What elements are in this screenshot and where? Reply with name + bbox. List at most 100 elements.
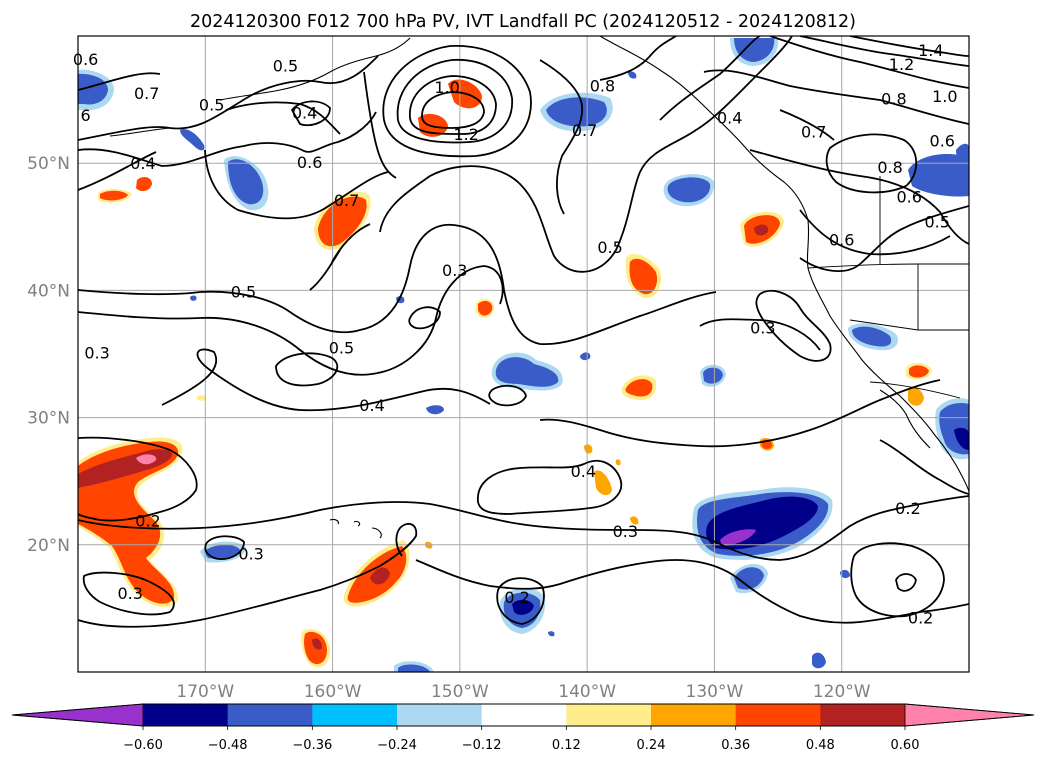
shade-negative — [720, 529, 756, 546]
lon-tick-label: 130°W — [686, 682, 744, 702]
contour-label: 1.0 — [932, 87, 957, 106]
colorbar-tick-label: −0.48 — [208, 738, 248, 753]
shade-negative — [180, 128, 205, 151]
shade-negative — [954, 427, 969, 450]
lat-tick-label: 30°N — [27, 409, 70, 429]
colorbar-tick-label: −0.24 — [377, 738, 417, 753]
shade-negative — [812, 652, 826, 669]
contour-label: 0.2 — [504, 588, 529, 607]
colorbar-tick-label: 0.36 — [721, 738, 750, 753]
shade-negative — [228, 159, 264, 205]
shade-positive — [136, 454, 157, 465]
contour-label: 0.2 — [908, 608, 933, 627]
colorbar-tick-label: 0.12 — [552, 738, 581, 753]
shade-positive — [584, 444, 593, 454]
contour-label: 0.8 — [881, 89, 906, 108]
shade-negative — [512, 599, 534, 615]
graticule — [78, 36, 969, 672]
shade-negative — [548, 631, 555, 637]
contour-label: 0.3 — [750, 318, 775, 337]
colorbar-tick-label: 0.60 — [891, 738, 920, 753]
contour-label: 0.8 — [590, 77, 615, 96]
contour-label: 0.4 — [130, 154, 155, 173]
colorbar-tick-label: 0.24 — [637, 738, 666, 753]
shade-negative — [956, 143, 969, 168]
contour-label: 0.2 — [135, 512, 160, 531]
shade-negative — [78, 73, 108, 105]
lon-tick-label: 140°W — [558, 682, 616, 702]
shade-negative — [852, 326, 892, 347]
colorbar-bin — [312, 704, 398, 726]
shade-positive — [318, 196, 367, 247]
shade-negative — [426, 405, 444, 415]
map-frame — [77, 35, 970, 673]
shade-negative — [908, 154, 969, 197]
lon-tick-label: 120°W — [813, 682, 871, 702]
contour-label: 0.6 — [73, 50, 98, 69]
shade-positive — [136, 176, 152, 192]
lat-tick-label: 40°N — [27, 281, 70, 301]
contour-label: 0.3 — [238, 545, 263, 564]
colorbar-bin — [227, 704, 313, 726]
contour-label: 0.4 — [571, 462, 596, 481]
shade-negative — [398, 664, 430, 672]
colorbar-tick-label: −0.36 — [292, 738, 332, 753]
shade-negative — [204, 544, 240, 559]
contour-label: 0.5 — [273, 56, 298, 75]
contour-label: 0.4 — [359, 396, 384, 415]
shade-negative — [667, 177, 711, 203]
contour-label: 0.8 — [877, 158, 902, 177]
shade-positive — [629, 258, 658, 295]
colorbar-bin — [651, 704, 737, 726]
shade-positive — [625, 379, 653, 397]
shade-positive — [594, 470, 612, 496]
shade-positive — [754, 224, 769, 236]
colorbar-bin — [820, 704, 906, 726]
shade-positive — [196, 395, 207, 401]
contour-label: 0.6 — [829, 231, 854, 250]
lat-tick-label: 50°N — [27, 154, 70, 174]
colorbar-bin — [481, 704, 567, 726]
shade-negative — [580, 352, 591, 361]
shade-positive — [370, 567, 390, 585]
shade-negative — [703, 367, 723, 384]
shade-positive — [312, 638, 322, 650]
latitude-tick-labels: 20°N 30°N 40°N 50°N — [27, 154, 70, 556]
shade-negative — [734, 38, 775, 62]
lat-tick-label: 20°N — [27, 536, 70, 556]
colorbar-tick-label: 0.48 — [806, 738, 835, 753]
contour-label: 6 — [81, 106, 91, 125]
contour-label: 0.3 — [117, 584, 142, 603]
contour-lines — [78, 36, 969, 628]
shaded-field — [78, 38, 969, 672]
contour-labels: 0.5 1.0 1.2 0.7 0.5 0.4 0.4 0.6 0.7 0.6 6 0.8 0.7 0.4… — [73, 41, 958, 627]
shade-positive — [909, 365, 929, 378]
colorbar-extend-min — [11, 703, 144, 727]
contour-label: 0.5 — [329, 339, 354, 358]
colorbar-bin — [735, 704, 821, 726]
contour-label: 0.7 — [334, 191, 359, 210]
shade-negative — [628, 71, 637, 79]
longitude-tick-labels: 170°W 160°W 150°W 140°W 130°W 120°W — [176, 682, 870, 702]
contour-label: 0.3 — [84, 344, 109, 363]
contour-label: 0.7 — [801, 122, 826, 141]
chart-title: 2024120300 F012 700 hPa PV, IVT Landfall… — [190, 12, 856, 32]
colorbar-tick-label: −0.12 — [462, 738, 502, 753]
contour-label: 0.6 — [930, 131, 955, 150]
shade-positive — [478, 300, 493, 316]
lon-tick-label: 160°W — [304, 682, 362, 702]
contour-label: 0.5 — [231, 283, 256, 302]
shade-positive — [630, 516, 639, 525]
shade-positive — [615, 459, 621, 466]
colorbar-bin — [397, 704, 483, 726]
contour-label: 0.3 — [442, 261, 467, 280]
lon-tick-label: 150°W — [431, 682, 489, 702]
contour-label: 1.2 — [453, 125, 478, 144]
shade-negative — [840, 569, 850, 579]
contour-label: 0.4 — [292, 103, 317, 122]
shade-negative — [190, 295, 197, 301]
colorbar-tick-label: −0.60 — [123, 738, 163, 753]
shade-negative — [495, 357, 559, 387]
shade-positive — [100, 190, 128, 201]
